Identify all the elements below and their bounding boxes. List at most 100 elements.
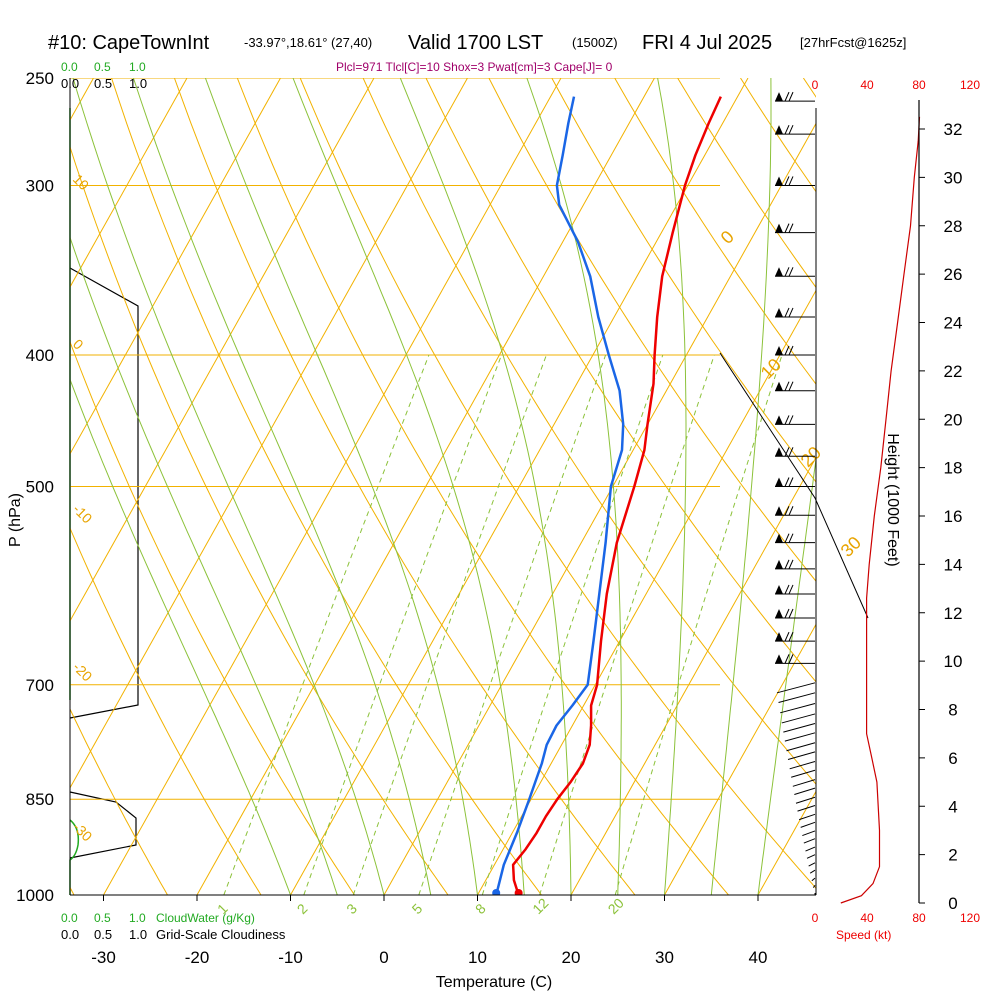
wind-barb-36 bbox=[805, 846, 816, 852]
moist-adiabat-20 bbox=[399, 78, 572, 895]
wind-barb-shaft bbox=[792, 779, 816, 787]
wind-barb-17 bbox=[775, 654, 815, 664]
wind-barb-38 bbox=[808, 862, 816, 867]
wind-barb-shaft bbox=[791, 769, 816, 778]
wind-barb-shaft bbox=[786, 742, 816, 752]
pressure-tick-400: 400 bbox=[26, 346, 54, 365]
temperature-surface-marker bbox=[514, 889, 523, 895]
moist-adiabat-5 bbox=[132, 78, 432, 895]
wind-barb-feather bbox=[788, 176, 794, 186]
cloudiness-tick-bottom-0: 0.0 bbox=[61, 927, 79, 942]
wind-barb-flag bbox=[775, 267, 783, 277]
mixing-ratio-label-2: 3 bbox=[343, 900, 360, 917]
wind-barb-shaft bbox=[808, 862, 816, 867]
wind-barb-shaft bbox=[776, 682, 816, 694]
dry-adiabat-340 bbox=[425, 78, 816, 683]
wind-barb-19 bbox=[778, 692, 816, 703]
height-axis-title: Height (1000 Feet) bbox=[884, 433, 901, 566]
wind-barb-feather bbox=[784, 307, 790, 318]
height-tick-24: 24 bbox=[944, 314, 963, 333]
wind-barb-34 bbox=[802, 830, 816, 837]
height-tick-26: 26 bbox=[944, 265, 963, 284]
speed-tick-bottom-0: 0 bbox=[812, 911, 819, 925]
wind-barb-feather bbox=[784, 267, 790, 277]
right-boundary-line bbox=[719, 352, 869, 619]
temp-tick-7: 40 bbox=[749, 948, 768, 967]
height-tick-8: 8 bbox=[948, 701, 957, 720]
dry-adiabat-420 bbox=[929, 78, 1000, 895]
wind-barb-feather bbox=[788, 267, 794, 277]
mixing-ratio-3 bbox=[352, 354, 547, 895]
wind-barb-32 bbox=[799, 813, 816, 821]
moist-adiabat-10 bbox=[204, 78, 478, 895]
cloudiness-label: Grid-Scale Cloudiness bbox=[156, 927, 286, 942]
wind-barb-feather bbox=[784, 381, 790, 391]
cloudwater-tick-bottom-1: 0.5 bbox=[94, 911, 111, 925]
mixing-ratio-8 bbox=[481, 354, 664, 895]
wind-barb-shaft bbox=[797, 805, 816, 812]
speed-tick-top-3: 120 bbox=[960, 78, 980, 92]
valid-date: FRI 4 Jul 2025 bbox=[642, 32, 772, 54]
wind-barb-shaft bbox=[783, 722, 816, 733]
wind-barb-feather bbox=[784, 654, 790, 664]
wind-barb-feather bbox=[788, 381, 794, 391]
wind-barb-24 bbox=[786, 742, 816, 752]
wind-barb-feather bbox=[784, 506, 790, 516]
temp-tick-0: -30 bbox=[91, 948, 116, 967]
dry-adiabat-260 bbox=[70, 526, 262, 895]
wind-barb-1 bbox=[775, 124, 815, 135]
wind-barb-shaft bbox=[794, 787, 816, 795]
cloudiness-tick-top-0: 0.0 bbox=[61, 76, 79, 91]
wind-barb-feather bbox=[788, 477, 794, 487]
cloudiness-tick-bottom-1: 0.5 bbox=[94, 927, 112, 942]
wind-barb-feather bbox=[788, 447, 794, 457]
wind-barb-feather bbox=[784, 533, 790, 543]
wind-barb-12 bbox=[775, 533, 815, 544]
wind-barb-4 bbox=[775, 267, 815, 277]
dry-adiabat-370 bbox=[614, 78, 816, 385]
mixing-ratio-12 bbox=[539, 354, 715, 895]
dry-adiabat-250 bbox=[70, 707, 168, 895]
wind-barb-flag bbox=[775, 415, 783, 425]
wind-barb-feather bbox=[784, 608, 790, 619]
isotherm--70 bbox=[70, 78, 188, 288]
mixing-ratio-label-4: 8 bbox=[472, 900, 489, 917]
dewpoint-surface-marker bbox=[492, 889, 501, 895]
isotherm--10 bbox=[290, 78, 749, 895]
wind-barb-feather bbox=[788, 415, 794, 425]
wind-barb-shaft bbox=[781, 713, 816, 724]
wind-barb-flag bbox=[775, 223, 783, 233]
wind-barb-shaft bbox=[799, 813, 816, 821]
wind-panel bbox=[719, 91, 921, 904]
wind-barb-11 bbox=[775, 506, 815, 516]
speed-tick-top-0: 0 bbox=[812, 78, 819, 92]
speed-axis-title: Speed (kt) bbox=[836, 928, 891, 942]
isotherm-10 bbox=[477, 289, 816, 895]
isotherm-50 bbox=[852, 78, 1000, 895]
wind-barb-flag bbox=[775, 176, 783, 186]
wind-barb-shaft bbox=[811, 877, 816, 882]
moist-adiabat--10 bbox=[70, 378, 291, 895]
wind-barb-16 bbox=[775, 631, 815, 642]
wind-barb-flag bbox=[775, 307, 783, 317]
wind-barb-shaft bbox=[795, 796, 816, 804]
moist-adiabat-35 bbox=[710, 78, 772, 895]
pressure-tick-500: 500 bbox=[26, 478, 54, 497]
wind-barb-feather bbox=[784, 447, 790, 457]
height-tick-18: 18 bbox=[944, 459, 963, 478]
wind-barb-feather bbox=[788, 307, 794, 318]
dry-adiabat-320 bbox=[299, 78, 816, 889]
wind-barb-feather bbox=[788, 91, 794, 102]
wind-barb-shaft bbox=[806, 854, 816, 859]
moist-adiabat-25 bbox=[526, 78, 622, 895]
isotherm--60 bbox=[70, 78, 281, 455]
moist-adiabat-0 bbox=[72, 78, 385, 895]
wind-barb-feather bbox=[788, 506, 794, 516]
wind-barb-shaft bbox=[805, 846, 816, 852]
wind-barb-feather bbox=[788, 631, 794, 642]
wind-barb-flag bbox=[775, 477, 783, 487]
dry-adiabat-330 bbox=[362, 78, 816, 785]
pressure-tick-1000: 1000 bbox=[16, 886, 54, 905]
